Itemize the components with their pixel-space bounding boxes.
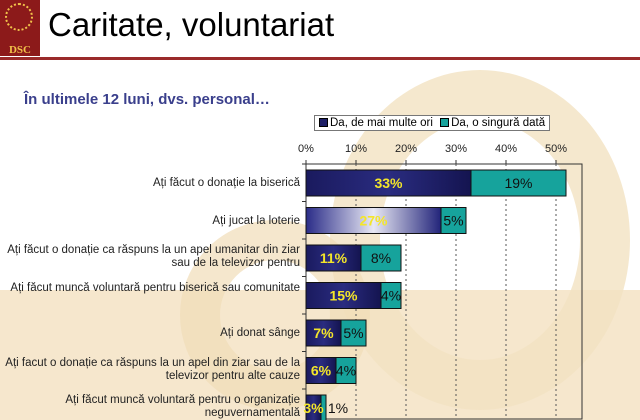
dsc-logo: DSC: [0, 0, 40, 56]
category-label: Ați donat sânge: [220, 327, 300, 339]
data-label: 4%: [381, 288, 401, 304]
data-label: 5%: [443, 213, 463, 229]
bar-segment-once: [470, 169, 567, 197]
legend-label: Da, de mai multe ori: [330, 117, 433, 129]
x-tick-label: 50%: [545, 143, 567, 155]
chart-title: În ultimele 12 luni, dvs. personal…: [24, 91, 270, 108]
data-label: 19%: [504, 175, 532, 191]
data-label: 33%: [374, 175, 403, 191]
data-label: 4%: [336, 363, 356, 379]
bar-segment-multiple: [305, 207, 442, 234]
data-label: 5%: [343, 325, 363, 341]
bar-segment-once: [340, 319, 367, 347]
data-label: 6%: [311, 363, 332, 379]
x-tick-label: 10%: [345, 143, 367, 155]
category-label: Ați făcut muncă voluntară pentru o organ…: [65, 394, 300, 419]
bar-segment-once: [335, 357, 357, 384]
bar-segment-once: [320, 394, 327, 420]
bar-segment-once: [440, 207, 467, 234]
data-label: 3%: [303, 400, 324, 416]
logo-text: DSC: [8, 44, 31, 56]
x-tick-label: 40%: [495, 143, 517, 155]
legend: Da, de mai multe ori Da, o singură dată: [314, 115, 551, 131]
legend-label: Da, o singură dată: [451, 117, 546, 129]
legend-swatch: [440, 118, 450, 127]
category-label: Ați jucat la loterie: [212, 214, 300, 227]
data-label: 1%: [328, 400, 348, 416]
legend-swatch: [319, 118, 328, 127]
x-tick-label: 20%: [395, 143, 417, 155]
data-label: 27%: [359, 213, 388, 229]
category-label: Ați făcut muncă voluntară pentru biseric…: [10, 281, 300, 294]
bar-segment-once: [360, 244, 402, 272]
bar-segment-once: [380, 282, 402, 309]
data-label: 8%: [371, 250, 391, 266]
category-label: Ați facut o donație ca răspuns la un ape…: [5, 356, 300, 382]
bar-segment-multiple: [305, 169, 472, 197]
data-label: 11%: [320, 250, 348, 266]
x-tick-label: 0%: [298, 143, 314, 155]
category-label: Ați făcut o donație la biserică: [152, 177, 300, 189]
data-label: 15%: [329, 288, 358, 304]
page-title: Caritate, voluntariat: [48, 6, 335, 43]
x-tick-label: 30%: [445, 143, 467, 155]
title-divider: [0, 57, 640, 60]
category-label: Ați făcut o donație ca răspuns la un ape…: [7, 244, 300, 269]
data-label: 7%: [313, 325, 334, 341]
bar-segment-multiple: [305, 282, 382, 309]
